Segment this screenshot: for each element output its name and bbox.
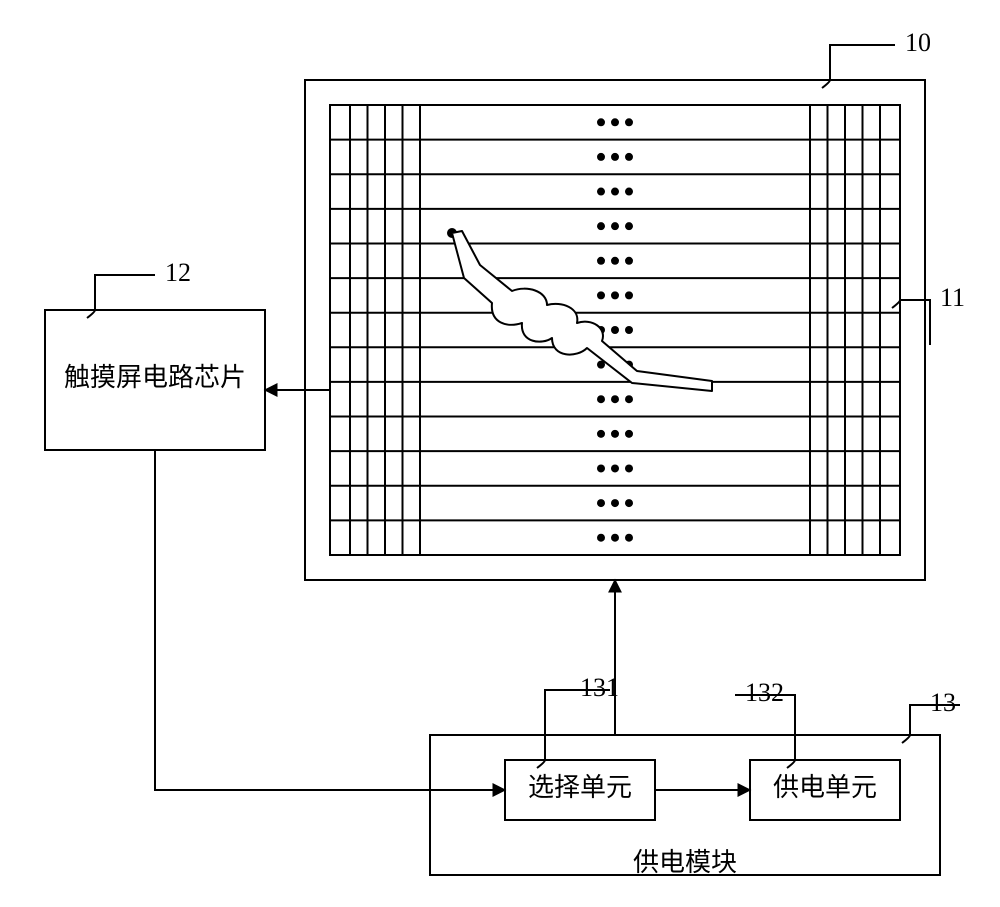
ellipsis-dot [597, 118, 605, 126]
connector [830, 45, 895, 80]
ellipsis-dot [597, 395, 605, 403]
callout-tick [87, 310, 95, 318]
ellipsis-dot [625, 499, 633, 507]
ref-12: 12 [165, 258, 191, 287]
ellipsis-dot [611, 257, 619, 265]
power-module-label: 供电模块 [633, 848, 737, 877]
ellipsis-dot [625, 291, 633, 299]
connector [95, 275, 155, 310]
ellipsis-dot [625, 430, 633, 438]
callout-tick [787, 760, 795, 768]
ellipsis-dot [611, 464, 619, 472]
ellipsis-dot [597, 534, 605, 542]
ellipsis-dot [611, 153, 619, 161]
ellipsis-dot [597, 430, 605, 438]
ellipsis-dot [611, 534, 619, 542]
ellipsis-dot [611, 499, 619, 507]
ellipsis-dot [625, 395, 633, 403]
ellipsis-dot [597, 222, 605, 230]
ellipsis-dot [611, 395, 619, 403]
ellipsis-dot [611, 188, 619, 196]
ellipsis-dot [611, 118, 619, 126]
ellipsis-dot [625, 257, 633, 265]
ellipsis-dot [597, 464, 605, 472]
ellipsis-dot [625, 153, 633, 161]
ellipsis-dot [597, 257, 605, 265]
hand-icon [452, 231, 712, 391]
supply-unit-label: 供电单元 [773, 773, 877, 802]
ellipsis-dot [597, 188, 605, 196]
ellipsis-dot [625, 118, 633, 126]
ref-11: 11 [940, 283, 965, 312]
select-unit-label: 选择单元 [528, 773, 632, 802]
ellipsis-dot [611, 430, 619, 438]
callout-tick [822, 80, 830, 88]
ellipsis-dot [625, 534, 633, 542]
callout-tick [892, 300, 900, 308]
ellipsis-dot [625, 188, 633, 196]
ellipsis-dot [611, 222, 619, 230]
ellipsis-dot [625, 464, 633, 472]
ellipsis-dot [625, 222, 633, 230]
ref-132: 132 [745, 678, 784, 707]
ellipsis-dot [597, 499, 605, 507]
ref-13: 13 [930, 688, 956, 717]
ref-131: 131 [580, 673, 619, 702]
ref-10: 10 [905, 28, 931, 57]
ellipsis-dot [597, 291, 605, 299]
ellipsis-dot [597, 153, 605, 161]
ellipsis-dot [611, 326, 619, 334]
callout-tick [902, 735, 910, 743]
chip-label: 触摸屏电路芯片 [64, 363, 246, 392]
ellipsis-dot [611, 291, 619, 299]
ellipsis-dot [625, 326, 633, 334]
callout-tick [537, 760, 545, 768]
